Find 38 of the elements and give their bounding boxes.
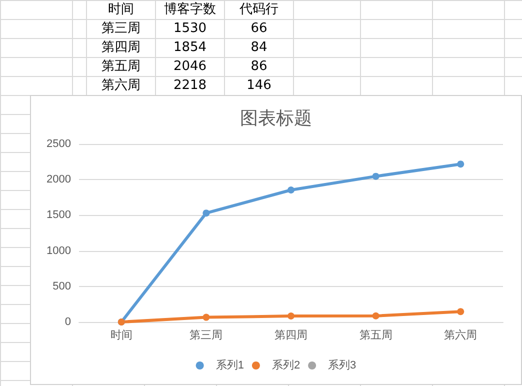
y-tick-label: 2000 [46, 174, 71, 186]
y-tick-label: 0 [64, 316, 71, 328]
text: 66 [224, 20, 294, 38]
text: 博客字数 [156, 0, 224, 20]
point [202, 210, 210, 217]
point [288, 186, 294, 194]
text: 146 [224, 76, 294, 96]
legend-label: 系列2 [272, 358, 300, 372]
text: 时间 [86, 0, 156, 20]
text: 第三周 [86, 20, 156, 38]
x-tick-label: 第五周 [359, 330, 392, 342]
chart-title: 图表标题 [240, 108, 312, 128]
point [288, 312, 294, 320]
x-tick-label: 第六周 [444, 328, 478, 342]
point [457, 308, 464, 316]
point [372, 312, 380, 320]
y-tick-label: 2500 [46, 138, 71, 150]
y-tick-label: 500 [52, 280, 71, 292]
legend-label: 系列1 [216, 358, 244, 372]
y-tick-label: 1500 [46, 209, 71, 222]
point [457, 160, 464, 168]
text: 84 [224, 38, 294, 58]
legend-label: 系列3 [328, 358, 356, 372]
text: 1530 [156, 20, 224, 38]
text: 第六周 [86, 76, 156, 96]
text: 2046 [156, 58, 224, 76]
x-tick-label: 第三周 [190, 330, 223, 342]
text: 代码行 [224, 0, 294, 20]
x-tick-label: 时间 [110, 328, 132, 342]
text: 第四周 [86, 38, 156, 58]
text: 第五周 [86, 58, 156, 76]
y-tick-label: 1000 [46, 244, 71, 257]
x-tick-label: 第四周 [274, 330, 308, 342]
point [372, 172, 380, 180]
text: 86 [224, 58, 294, 76]
point [202, 314, 210, 321]
text: 2218 [156, 76, 224, 96]
text: 1854 [156, 38, 224, 58]
